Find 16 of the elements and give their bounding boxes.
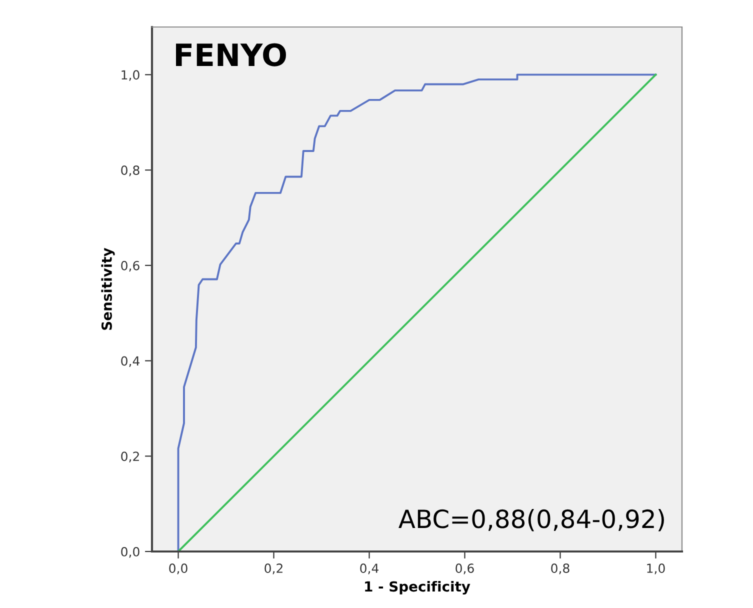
y-tick-label: 0,4 bbox=[121, 356, 140, 367]
y-tick-label: 0,0 bbox=[121, 546, 140, 558]
x-tick-label: 0,2 bbox=[264, 564, 282, 574]
x-tick-label: 0,4 bbox=[360, 564, 378, 574]
y-tick-label: 1,0 bbox=[122, 70, 140, 81]
y-tick-label: 0,2 bbox=[121, 452, 139, 462]
annotation: ABC=0,88(0,84-0,92) bbox=[398, 508, 664, 532]
x-tick-label: 0,0 bbox=[169, 564, 188, 574]
x-tick-label: 1,0 bbox=[647, 564, 665, 574]
chart-title: FENYO bbox=[176, 43, 286, 66]
x-axis-title: 1 - Specificity bbox=[365, 580, 470, 595]
y-tick-label: 0,6 bbox=[121, 260, 140, 272]
y-axis-title: Sensitivity bbox=[101, 248, 115, 330]
y-tick-label: 0,8 bbox=[121, 166, 140, 176]
x-tick-label: 0,8 bbox=[551, 564, 570, 574]
x-tick-label: 0,6 bbox=[456, 564, 474, 574]
